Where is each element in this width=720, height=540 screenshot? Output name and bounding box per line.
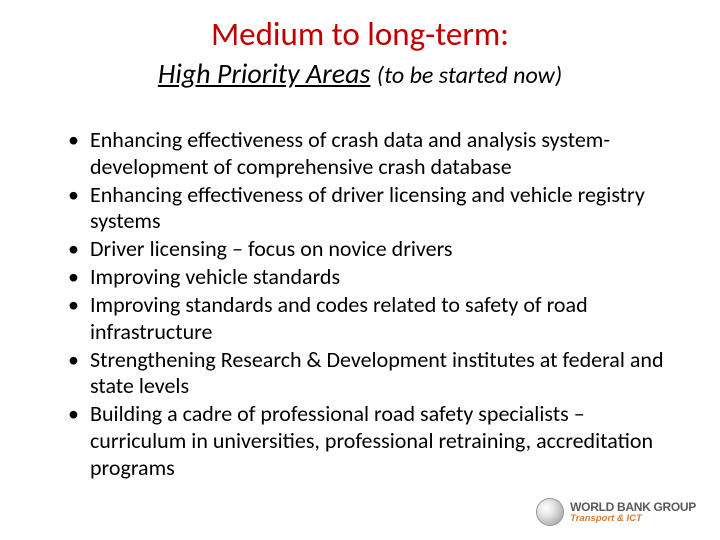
slide-container: Medium to long-term: High Priority Areas… xyxy=(0,0,720,540)
title-sub-underlined: High Priority Areas xyxy=(158,56,371,91)
world-bank-logo: WORLD BANK GROUP Transport & ICT xyxy=(536,498,696,526)
globe-icon xyxy=(536,498,564,526)
logo-sub-text: Transport & ICT xyxy=(570,514,696,524)
bullet-list: Enhancing effectiveness of crash data an… xyxy=(40,127,680,482)
logo-main-text: WORLD BANK GROUP xyxy=(570,501,696,513)
title-sub: High Priority Areas (to be started now) xyxy=(40,56,680,91)
list-item: Driver licensing – focus on novice drive… xyxy=(68,236,680,263)
logo-text: WORLD BANK GROUP Transport & ICT xyxy=(570,501,696,524)
title-sub-paren: (to be started now) xyxy=(377,61,562,90)
title-main: Medium to long-term: xyxy=(40,14,680,54)
list-item: Enhancing effectiveness of crash data an… xyxy=(68,127,680,181)
list-item: Strengthening Research & Development ins… xyxy=(68,347,680,401)
list-item: Building a cadre of professional road sa… xyxy=(68,401,680,481)
list-item: Improving standards and codes related to… xyxy=(68,292,680,346)
list-item: Improving vehicle standards xyxy=(68,264,680,291)
list-item: Enhancing effectiveness of driver licens… xyxy=(68,182,680,236)
